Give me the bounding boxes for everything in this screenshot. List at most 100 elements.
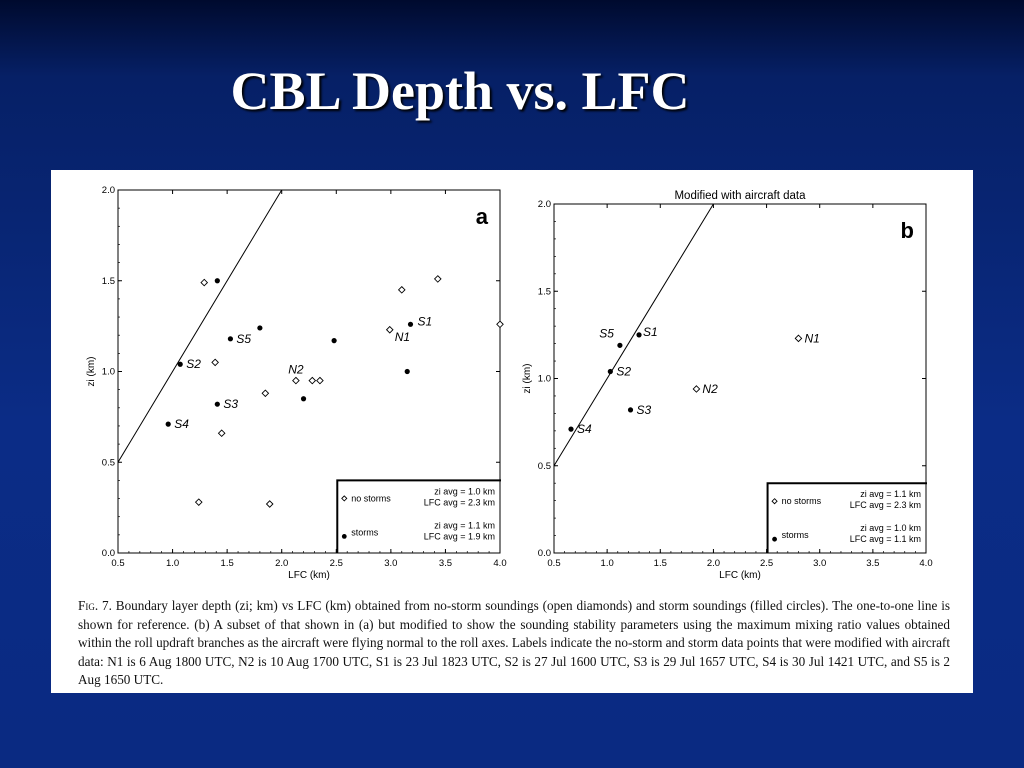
chart-b-no-storm-point [692, 385, 701, 393]
chart-a-x-axis-label: LFC (km) [288, 570, 330, 581]
chart-b-y-tick-label: 2.0 [538, 199, 551, 210]
chart-a-no-storm-point [217, 429, 226, 438]
chart-a-no-storm-point [261, 389, 270, 398]
chart-a-point-label-s4: S4 [174, 417, 189, 431]
chart-b-x-tick-label: 3.0 [813, 558, 826, 569]
chart-b-point-label-n2: N2 [702, 382, 718, 396]
chart-a-no-storm-point [496, 320, 504, 329]
chart-b-x-tick-label: 0.5 [547, 558, 560, 569]
chart-a-legend-zi-avg: zi avg = 1.0 km [434, 486, 495, 496]
chart-a-point-label-s2: S2 [186, 357, 201, 371]
figure-label: Fig. 7. [78, 598, 112, 613]
chart-a-y-axis-label: zi (km) [86, 357, 97, 387]
chart-a-point-label-n2: N2 [288, 363, 304, 377]
chart-a-x-tick-label: 3.0 [384, 558, 397, 569]
chart-b-legend-label: storms [782, 530, 810, 540]
chart-a-point-label-s1: S1 [418, 314, 433, 328]
chart-a-storm-point [331, 338, 337, 344]
chart-b-x-tick-label: 2.5 [760, 558, 773, 569]
chart-b-y-tick-label: 1.0 [538, 374, 551, 385]
chart-a-legend-lfc-avg: LFC avg = 1.9 km [424, 531, 495, 541]
figure-panel: 0.5 1.0 1.5 2.0 2.5 3.0 3.5 4.0 0.0 0.5 1.0 1.5 2.0 L… [51, 170, 973, 693]
chart-a-storm-point [407, 321, 414, 327]
chart-b-point-label-s3: S3 [637, 403, 652, 417]
chart-a-no-storm-point [316, 376, 324, 385]
chart-b-one-to-one-line [553, 203, 714, 467]
chart-b-x-tick-label: 4.0 [919, 558, 932, 569]
chart-b-legend-lfc-avg: LFC avg = 2.3 km [850, 500, 921, 510]
chart-b-x-tick-label: 3.5 [866, 558, 879, 569]
chart-b-legend-symbol-diamond [771, 498, 778, 505]
chart-a-storm-point [404, 368, 410, 375]
chart-b-point-label-s1: S1 [643, 325, 658, 339]
chart-a-x-tick-label: 0.5 [111, 558, 124, 569]
chart-a-no-storm-point [308, 376, 317, 385]
chart-a-no-storm-point [397, 285, 406, 294]
chart-b-storm-point [617, 342, 623, 348]
chart-b-legend-zi-avg: zi avg = 1.0 km [860, 523, 921, 533]
chart-a-point-label-s5: S5 [236, 332, 251, 346]
chart-b-y-tick-label: 0.5 [538, 461, 551, 472]
chart-b-legend-lfc-avg: LFC avg = 1.1 km [850, 534, 921, 544]
chart-a-x-tick-label: 2.0 [275, 558, 288, 569]
chart-a-x-tick-label: 1.0 [166, 558, 179, 569]
chart-b-x-tick-label: 1.0 [601, 558, 614, 569]
chart-a-legend-label: storms [351, 527, 379, 537]
chart-b-point-label-s2: S2 [616, 365, 631, 379]
chart-a-legend-lfc-avg: LFC avg = 2.3 km [424, 497, 495, 507]
chart-b-point-label-s5: S5 [599, 326, 614, 340]
chart-a-storm-point [165, 421, 171, 427]
chart-a-x-tick-label: 3.5 [439, 558, 452, 569]
chart-b-legend-zi-avg: zi avg = 1.1 km [860, 489, 921, 499]
chart-a-panel-label: a [476, 204, 489, 229]
scatter-chart-b: Modified with aircraft data 0.5 1.0 1.5 2.0 2… [522, 190, 933, 581]
chart-a-y-tick-label: 0.0 [102, 548, 115, 559]
chart-a-one-to-one-line [117, 189, 283, 463]
chart-b-legend-label: no storms [782, 496, 822, 506]
chart-a-no-storm-point [211, 358, 219, 367]
chart-a-no-storm-point [194, 498, 203, 507]
chart-a-no-storm-point [200, 278, 209, 287]
chart-b-storm-point [636, 332, 642, 338]
chart-a-y-tick-label: 0.5 [102, 457, 115, 468]
chart-a-point-label-n1: N1 [395, 330, 410, 344]
chart-a-legend-symbol-diamond [341, 495, 348, 502]
chart-a-y-tick-label: 2.0 [102, 185, 115, 196]
slide-title: CBL Depth vs. LFC [230, 61, 690, 121]
chart-a-point-label-s3: S3 [223, 397, 238, 411]
chart-a-legend-symbol-circle [341, 534, 347, 539]
chart-b-x-tick-label: 1.5 [654, 558, 667, 569]
chart-b-storm-point [568, 426, 574, 432]
chart-b-y-tick-label: 0.0 [538, 548, 551, 559]
chart-a-x-tick-label: 1.5 [221, 558, 234, 569]
chart-a-no-storm-point [265, 500, 274, 508]
chart-a-no-storm-point [385, 325, 394, 334]
chart-a-legend-box [336, 479, 501, 553]
figure-caption: Fig. 7. Boundary layer depth (zi; km) vs… [78, 597, 950, 690]
chart-b-panel-label: b [901, 218, 914, 243]
chart-b-y-tick-label: 1.5 [538, 286, 551, 297]
chart-b-no-storm-point [794, 334, 803, 343]
chart-a-x-tick-label: 2.5 [330, 558, 343, 569]
chart-a-storm-point [227, 336, 234, 342]
chart-b-point-label-s4: S4 [577, 422, 592, 436]
scatter-chart-a: 0.5 1.0 1.5 2.0 2.5 3.0 3.5 4.00.00.51.01.52.0L… [86, 185, 507, 581]
chart-b-title: Modified with aircraft data [674, 190, 806, 202]
chart-a-x-tick-label: 4.0 [493, 558, 506, 569]
chart-b-y-axis-label: zi (km) [522, 364, 533, 394]
chart-b-storm-point [607, 368, 613, 375]
chart-b-storm-point [627, 407, 634, 413]
chart-a-y-tick-label: 1.5 [102, 276, 115, 287]
chart-a-no-storm-point [292, 376, 300, 385]
chart-a-storm-point [257, 325, 263, 331]
chart-b-x-tick-label: 2.0 [707, 558, 720, 569]
chart-a-storm-point [177, 361, 183, 367]
chart-a-storm-point [214, 278, 220, 284]
chart-b-x-axis-label: LFC (km) [719, 570, 761, 581]
figure-caption-text: Boundary layer depth (zi; km) vs LFC (km… [78, 598, 950, 687]
chart-b-legend-box [766, 482, 927, 553]
chart-a-no-storm-point [433, 275, 442, 283]
chart-a-y-tick-label: 1.0 [102, 367, 115, 378]
chart-a-storm-point [214, 401, 220, 407]
